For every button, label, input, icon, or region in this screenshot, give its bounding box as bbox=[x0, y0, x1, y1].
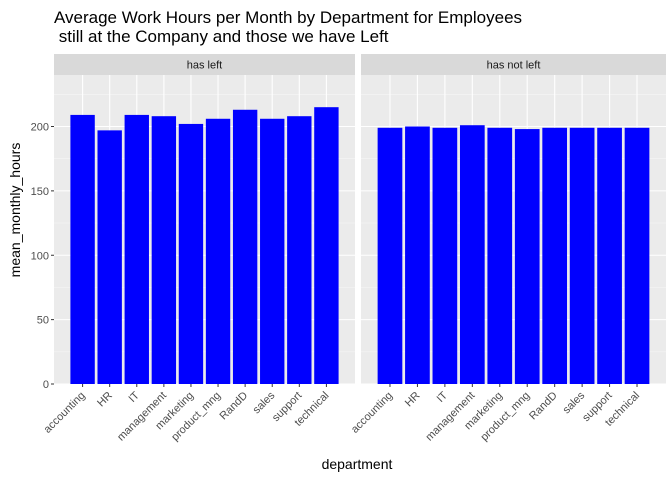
y-tick-label: 100 bbox=[31, 250, 49, 262]
chart-title-line-2: still at the Company and those we have L… bbox=[54, 27, 389, 46]
x-tick-label: accounting bbox=[42, 390, 88, 436]
bar bbox=[70, 114, 95, 384]
bar bbox=[260, 118, 285, 385]
facet-strip bbox=[361, 54, 666, 75]
bar bbox=[124, 114, 149, 384]
x-tick-label: IT bbox=[435, 389, 451, 405]
bar bbox=[97, 130, 122, 384]
bar bbox=[314, 107, 339, 384]
chart-title-line-1: Average Work Hours per Month by Departme… bbox=[54, 8, 522, 27]
x-tick-label: product_mng bbox=[478, 390, 532, 444]
bar bbox=[405, 126, 430, 384]
y-tick-label: 0 bbox=[43, 379, 49, 391]
bar bbox=[624, 127, 650, 384]
bar bbox=[542, 127, 568, 384]
bar bbox=[459, 125, 485, 385]
bar bbox=[205, 118, 231, 385]
bar bbox=[487, 127, 513, 384]
bar bbox=[597, 127, 622, 384]
x-tick-label: accounting bbox=[349, 390, 395, 436]
x-tick-label: HR bbox=[403, 390, 423, 410]
bar bbox=[287, 116, 312, 384]
bar bbox=[569, 127, 595, 384]
facet-strip-label: has not left bbox=[487, 60, 541, 72]
x-axis-title: department bbox=[322, 456, 393, 472]
y-tick-label: 50 bbox=[37, 315, 49, 327]
bar bbox=[232, 109, 258, 384]
y-tick-label: 150 bbox=[31, 186, 49, 198]
y-axis-title: mean_monthly_hours bbox=[7, 143, 23, 278]
x-tick-label: HR bbox=[95, 390, 115, 410]
facet-strip-label: has left bbox=[187, 60, 222, 72]
x-tick-label: RandD bbox=[218, 390, 251, 423]
bar bbox=[151, 116, 177, 384]
y-tick-label: 200 bbox=[31, 122, 49, 134]
bar bbox=[377, 127, 403, 384]
bar bbox=[514, 129, 540, 384]
bar bbox=[432, 127, 458, 384]
bar bbox=[178, 123, 204, 385]
facet-strip bbox=[54, 54, 355, 75]
x-tick-label: RandD bbox=[527, 390, 560, 423]
x-tick-label: IT bbox=[126, 389, 142, 405]
